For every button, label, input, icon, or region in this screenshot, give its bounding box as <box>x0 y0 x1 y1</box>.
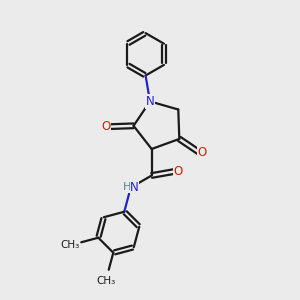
Text: N: N <box>146 95 154 108</box>
Text: N: N <box>130 181 139 194</box>
Text: O: O <box>102 120 111 133</box>
Text: CH₃: CH₃ <box>61 240 80 250</box>
Text: O: O <box>173 165 182 178</box>
Text: H: H <box>125 182 134 192</box>
Text: H: H <box>123 182 131 192</box>
Text: CH₃: CH₃ <box>96 276 116 286</box>
Text: O: O <box>198 146 207 159</box>
